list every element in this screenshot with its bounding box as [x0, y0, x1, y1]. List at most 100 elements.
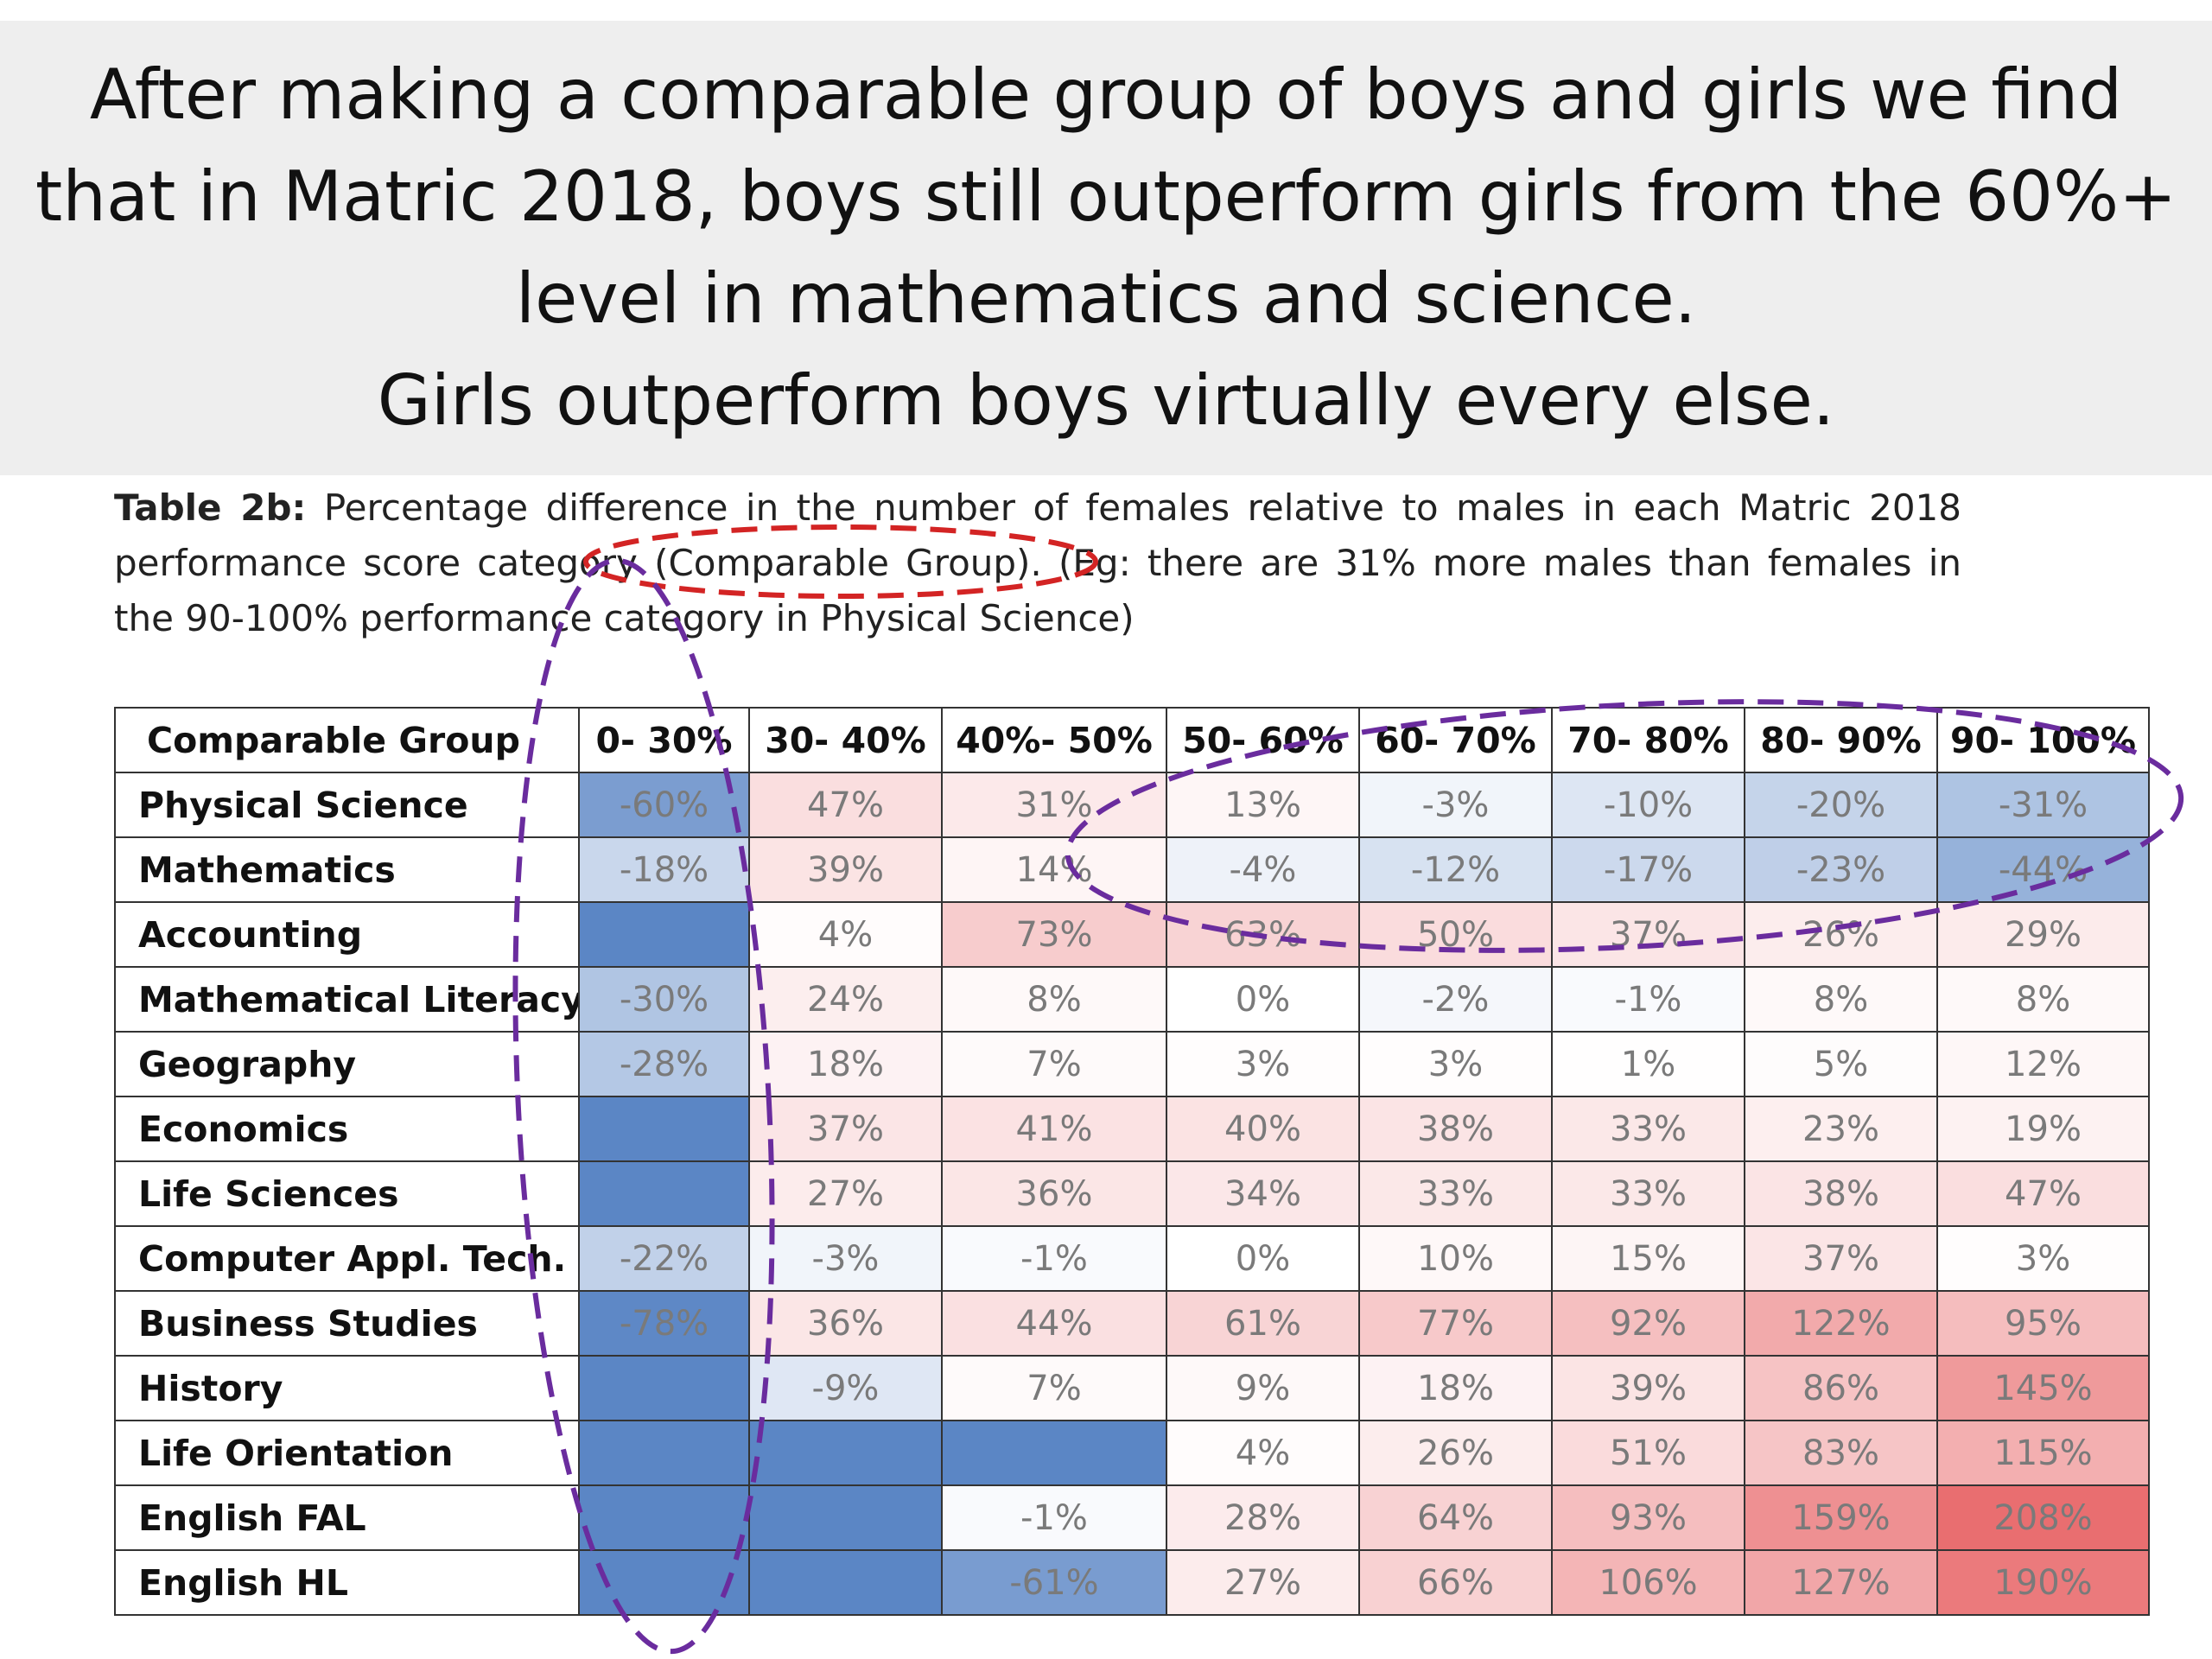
table-cell: 29% [1936, 901, 2150, 968]
table-cell: 106% [1551, 1549, 1745, 1616]
row-label: Computer Appl. Tech. [114, 1225, 580, 1292]
table-row: Mathematics -18% 39% 14% -4% -12% -17% -23% -44% [114, 836, 2150, 903]
table-cell: -1% [941, 1225, 1167, 1292]
headline-line-2: that in Matric 2018, boys still outperfo… [35, 156, 2177, 237]
table-cell: 37% [748, 1096, 943, 1162]
table-cell: -2% [1358, 966, 1553, 1033]
headline-line-4: Girls outperform boys virtually every el… [377, 360, 1835, 441]
table-row: Economics 37% 41% 40% 38% 33% 23% 19% [114, 1096, 2150, 1162]
table-cell: -28% [578, 1031, 750, 1097]
table-cell: 159% [1744, 1484, 1938, 1551]
table-cell: -30% [578, 966, 750, 1033]
table-cell: -1% [1551, 966, 1745, 1033]
table-cell: 40% [1166, 1096, 1360, 1162]
table-cell: 208% [1936, 1484, 2150, 1551]
table-cell: 38% [1744, 1160, 1938, 1227]
table-cell: 64% [1358, 1484, 1553, 1551]
corner-header: Comparable Group [114, 707, 580, 773]
table-cell: 19% [1936, 1096, 2150, 1162]
table-cell: 36% [941, 1160, 1167, 1227]
table-cell [578, 1355, 750, 1421]
row-label: Mathematics [114, 836, 580, 903]
table-cell: 3% [1936, 1225, 2150, 1292]
headline-banner: After making a comparable group of boys … [0, 21, 2212, 475]
table-cell: 127% [1744, 1549, 1938, 1616]
row-label: English FAL [114, 1484, 580, 1551]
header-row: Comparable Group 0- 30% 30- 40% 40%- 50%… [114, 707, 2150, 773]
column-header: 80- 90% [1744, 707, 1938, 773]
column-header: 60- 70% [1358, 707, 1553, 773]
table-cell: 28% [1166, 1484, 1360, 1551]
table-caption-label: Table 2b: [114, 486, 307, 529]
table-cell: 8% [1936, 966, 2150, 1033]
table-row: Physical Science -60% 47% 31% 13% -3% -10% -20%… [114, 772, 2150, 838]
row-label: Geography [114, 1031, 580, 1097]
table-cell: 77% [1358, 1290, 1553, 1357]
column-header: 40%- 50% [941, 707, 1167, 773]
table-cell: 95% [1936, 1290, 2150, 1357]
table-cell: 86% [1744, 1355, 1938, 1421]
row-label: Accounting [114, 901, 580, 968]
table-cell: 4% [1166, 1420, 1360, 1486]
headline-line-3: level in mathematics and science. [515, 258, 1697, 339]
table-cell [748, 1484, 943, 1551]
table-cell: -17% [1551, 836, 1745, 903]
table-row: English FAL -1% 28% 64% 93% 159% 208% [114, 1484, 2150, 1551]
table-cell [578, 1549, 750, 1616]
table-row: Life Orientation 4% 26% 51% 83% 115% [114, 1420, 2150, 1486]
table-cell [748, 1420, 943, 1486]
table-cell: 3% [1166, 1031, 1360, 1097]
table-cell: 0% [1166, 966, 1360, 1033]
table-cell: 13% [1166, 772, 1360, 838]
table-cell: 39% [1551, 1355, 1745, 1421]
table-cell: -3% [748, 1225, 943, 1292]
table-cell: 4% [748, 901, 943, 968]
table-row: Computer Appl. Tech. -22% -3% -1% 0% 10% 15% 37… [114, 1225, 2150, 1292]
row-label: English HL [114, 1549, 580, 1616]
table-cell: 5% [1744, 1031, 1938, 1097]
table-cell: 47% [748, 772, 943, 838]
table-cell [578, 1096, 750, 1162]
table-row: Mathematical Literacy -30% 24% 8% 0% -2% -1% 8%… [114, 966, 2150, 1033]
headline-line-1: After making a comparable group of boys … [89, 54, 2123, 135]
table-cell: 23% [1744, 1096, 1938, 1162]
table-cell [578, 901, 750, 968]
table-cell: 92% [1551, 1290, 1745, 1357]
table-cell: -4% [1166, 836, 1360, 903]
row-label: Physical Science [114, 772, 580, 838]
table-cell: 73% [941, 901, 1167, 968]
table-cell: 33% [1358, 1160, 1553, 1227]
heatmap-table: Comparable Group 0- 30% 30- 40% 40%- 50%… [114, 707, 2150, 1616]
table-row: Accounting 4% 73% 63% 50% 37% 26% 29% [114, 901, 2150, 968]
table-cell: -61% [941, 1549, 1167, 1616]
table-cell [578, 1420, 750, 1486]
table-cell: 7% [941, 1355, 1167, 1421]
table-cell: 50% [1358, 901, 1553, 968]
table-cell: 14% [941, 836, 1167, 903]
table-cell: 0% [1166, 1225, 1360, 1292]
table-row: Business Studies -78% 36% 44% 61% 77% 92% 122% 9… [114, 1290, 2150, 1357]
table-cell: -78% [578, 1290, 750, 1357]
table-cell: 115% [1936, 1420, 2150, 1486]
table-cell: 7% [941, 1031, 1167, 1097]
table-cell: 39% [748, 836, 943, 903]
table-cell: 26% [1744, 901, 1938, 968]
row-label: Mathematical Literacy [114, 966, 580, 1033]
table-cell: 66% [1358, 1549, 1553, 1616]
table-cell: 37% [1551, 901, 1745, 968]
row-label: History [114, 1355, 580, 1421]
table-cell: 190% [1936, 1549, 2150, 1616]
table-cell: -23% [1744, 836, 1938, 903]
table-cell: -18% [578, 836, 750, 903]
table-cell: 18% [1358, 1355, 1553, 1421]
table-cell: 33% [1551, 1160, 1745, 1227]
table-cell: 44% [941, 1290, 1167, 1357]
table-cell: 12% [1936, 1031, 2150, 1097]
table-cell: -20% [1744, 772, 1938, 838]
table-cell: 15% [1551, 1225, 1745, 1292]
table-cell [941, 1420, 1167, 1486]
row-label: Business Studies [114, 1290, 580, 1357]
table-cell: 3% [1358, 1031, 1553, 1097]
row-label: Life Orientation [114, 1420, 580, 1486]
table-cell: 8% [1744, 966, 1938, 1033]
